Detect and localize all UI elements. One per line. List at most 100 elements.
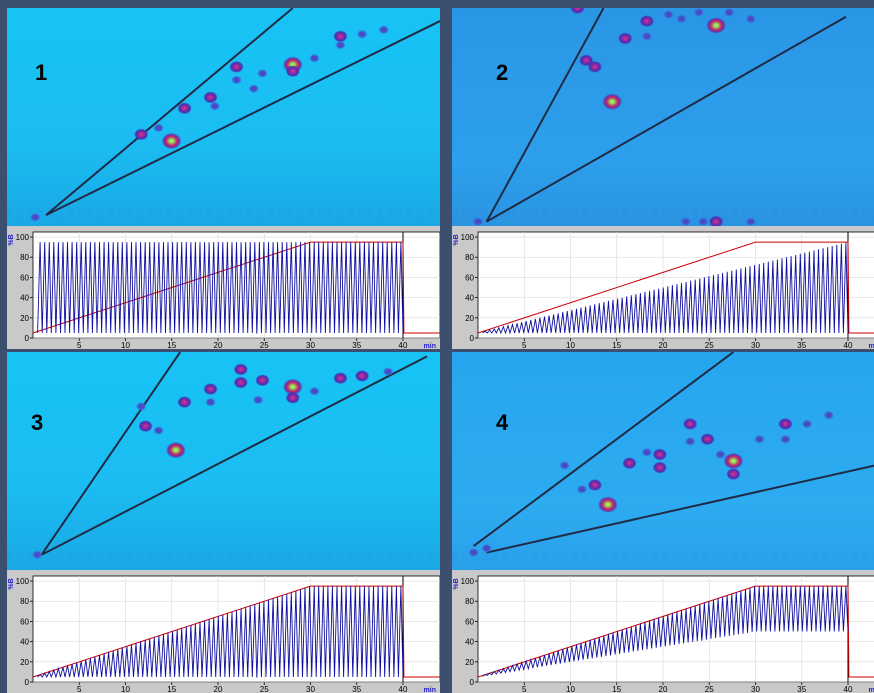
compound-spot bbox=[641, 447, 653, 457]
panel-number-1: 1 bbox=[35, 60, 48, 85]
x-tick-label: 30 bbox=[751, 341, 760, 349]
compound-spot bbox=[684, 436, 696, 446]
compound-spot bbox=[333, 372, 348, 385]
boundary-line bbox=[485, 8, 605, 223]
compound-spot bbox=[778, 417, 793, 430]
gradient-chart-4: 5 10 15 20 25 30 35 40 0 20 40 60 80 100%B min bbox=[452, 570, 874, 693]
y-tick-label: 80 bbox=[465, 253, 474, 262]
boundary-line bbox=[473, 352, 735, 547]
x-tick-label: 15 bbox=[612, 341, 621, 349]
contour-svg-3 bbox=[7, 352, 440, 564]
gradient-line bbox=[32, 241, 440, 334]
panel-2: 2 5 10 15 20 25 30 35 40 0 20 40 60 80 100%B min bbox=[452, 8, 874, 349]
compound-spot bbox=[481, 543, 493, 553]
compound-spot bbox=[335, 40, 346, 50]
y-tick-label: 20 bbox=[20, 314, 29, 323]
contour-svg-2 bbox=[452, 8, 874, 226]
contour-map-1 bbox=[7, 8, 440, 226]
compound-spot bbox=[801, 419, 813, 429]
compound-spot bbox=[177, 396, 192, 409]
boundary-line bbox=[486, 15, 847, 223]
compound-spot bbox=[682, 417, 698, 430]
panel-1: 1 5 10 15 20 25 30 35 40 0 20 40 60 80 100 %B min bbox=[7, 8, 440, 349]
x-tick-label: 25 bbox=[260, 341, 269, 349]
compound-spot bbox=[282, 378, 303, 396]
x-tick-label: 5 bbox=[77, 341, 82, 349]
compound-spot bbox=[754, 434, 765, 444]
compound-spot bbox=[165, 441, 186, 459]
y-tick-label: 0 bbox=[470, 334, 475, 343]
compound-spot bbox=[248, 84, 260, 94]
gradient-chart-3: 5 10 15 20 25 30 35 40 0 20 40 60 80 100 %B min bbox=[7, 570, 440, 693]
panel-4: 4 5 10 15 20 25 30 35 40 0 20 40 60 80 100%B min bbox=[452, 352, 874, 693]
compound-spot bbox=[161, 132, 182, 150]
compound-spot bbox=[257, 68, 268, 78]
x-tick-label: 30 bbox=[306, 685, 315, 693]
compound-spot bbox=[576, 484, 588, 494]
compound-spot bbox=[135, 402, 147, 411]
compound-spot bbox=[823, 410, 835, 420]
compound-spot bbox=[663, 10, 674, 20]
gradient-svg-3: 5 10 15 20 25 30 35 40 0 20 40 60 80 100%B min bbox=[8, 575, 440, 693]
x-tick-label: 15 bbox=[612, 685, 621, 693]
x-unit-label: min bbox=[424, 687, 436, 693]
compound-spot bbox=[708, 215, 724, 226]
boundary-line bbox=[41, 355, 428, 556]
compound-spot bbox=[723, 452, 744, 470]
compound-spot bbox=[378, 25, 390, 35]
compound-spot bbox=[153, 123, 164, 133]
x-tick-label: 30 bbox=[306, 341, 315, 349]
compound-spot bbox=[356, 29, 368, 39]
y-unit-label: %B bbox=[8, 234, 15, 245]
compound-spot bbox=[597, 496, 618, 513]
compound-spot bbox=[138, 420, 153, 433]
x-tick-label: 10 bbox=[121, 685, 130, 693]
compound-spot bbox=[780, 434, 791, 444]
x-tick-label: 15 bbox=[167, 685, 176, 693]
y-tick-label: 60 bbox=[20, 273, 29, 282]
pressure-trace bbox=[37, 586, 404, 679]
x-tick-label: 5 bbox=[522, 341, 527, 349]
compound-spot bbox=[231, 75, 242, 85]
x-tick-label: 25 bbox=[705, 685, 714, 693]
compound-spot bbox=[203, 91, 218, 104]
gradient-svg-1: 5 10 15 20 25 30 35 40 0 20 40 60 80 100%B min bbox=[8, 231, 440, 349]
compound-spot bbox=[745, 217, 757, 226]
compound-spot bbox=[134, 128, 149, 141]
boundary-line bbox=[45, 20, 440, 216]
x-tick-label: 40 bbox=[399, 341, 408, 349]
compound-spot bbox=[652, 448, 668, 461]
x-tick-label: 35 bbox=[797, 341, 806, 349]
y-tick-label: 40 bbox=[20, 638, 29, 647]
x-tick-label: 30 bbox=[751, 685, 760, 693]
x-tick-label: 35 bbox=[352, 341, 361, 349]
x-tick-label: 20 bbox=[214, 341, 223, 349]
x-tick-label: 10 bbox=[566, 685, 575, 693]
compound-spot bbox=[285, 65, 300, 78]
compound-spot bbox=[587, 478, 603, 491]
boundary-line bbox=[45, 8, 294, 216]
y-tick-label: 40 bbox=[465, 638, 474, 647]
compound-spot bbox=[559, 460, 570, 470]
pressure-trace bbox=[37, 242, 404, 334]
contour-map-3 bbox=[7, 352, 440, 570]
x-unit-label: min bbox=[424, 343, 436, 349]
compound-spot bbox=[639, 15, 655, 28]
y-unit-label: %B bbox=[453, 234, 460, 245]
gradient-svg-2: 5 10 15 20 25 30 35 40 0 20 40 60 80 100%B min bbox=[453, 231, 874, 349]
compound-spot bbox=[153, 425, 164, 435]
y-tick-label: 0 bbox=[470, 678, 475, 687]
x-tick-label: 10 bbox=[121, 341, 130, 349]
compound-spot bbox=[285, 391, 300, 404]
compound-spot bbox=[700, 433, 715, 446]
y-tick-label: 100 bbox=[16, 233, 30, 242]
x-tick-label: 25 bbox=[260, 685, 269, 693]
compound-spot bbox=[255, 374, 270, 387]
panel-number-3: 3 bbox=[31, 410, 44, 435]
compound-spot bbox=[570, 8, 585, 14]
y-tick-label: 100 bbox=[461, 233, 475, 242]
x-tick-label: 20 bbox=[214, 685, 223, 693]
contour-map-4 bbox=[452, 352, 874, 570]
y-tick-label: 20 bbox=[465, 314, 474, 323]
gradient-svg-4: 5 10 15 20 25 30 35 40 0 20 40 60 80 100%B min bbox=[453, 575, 874, 693]
